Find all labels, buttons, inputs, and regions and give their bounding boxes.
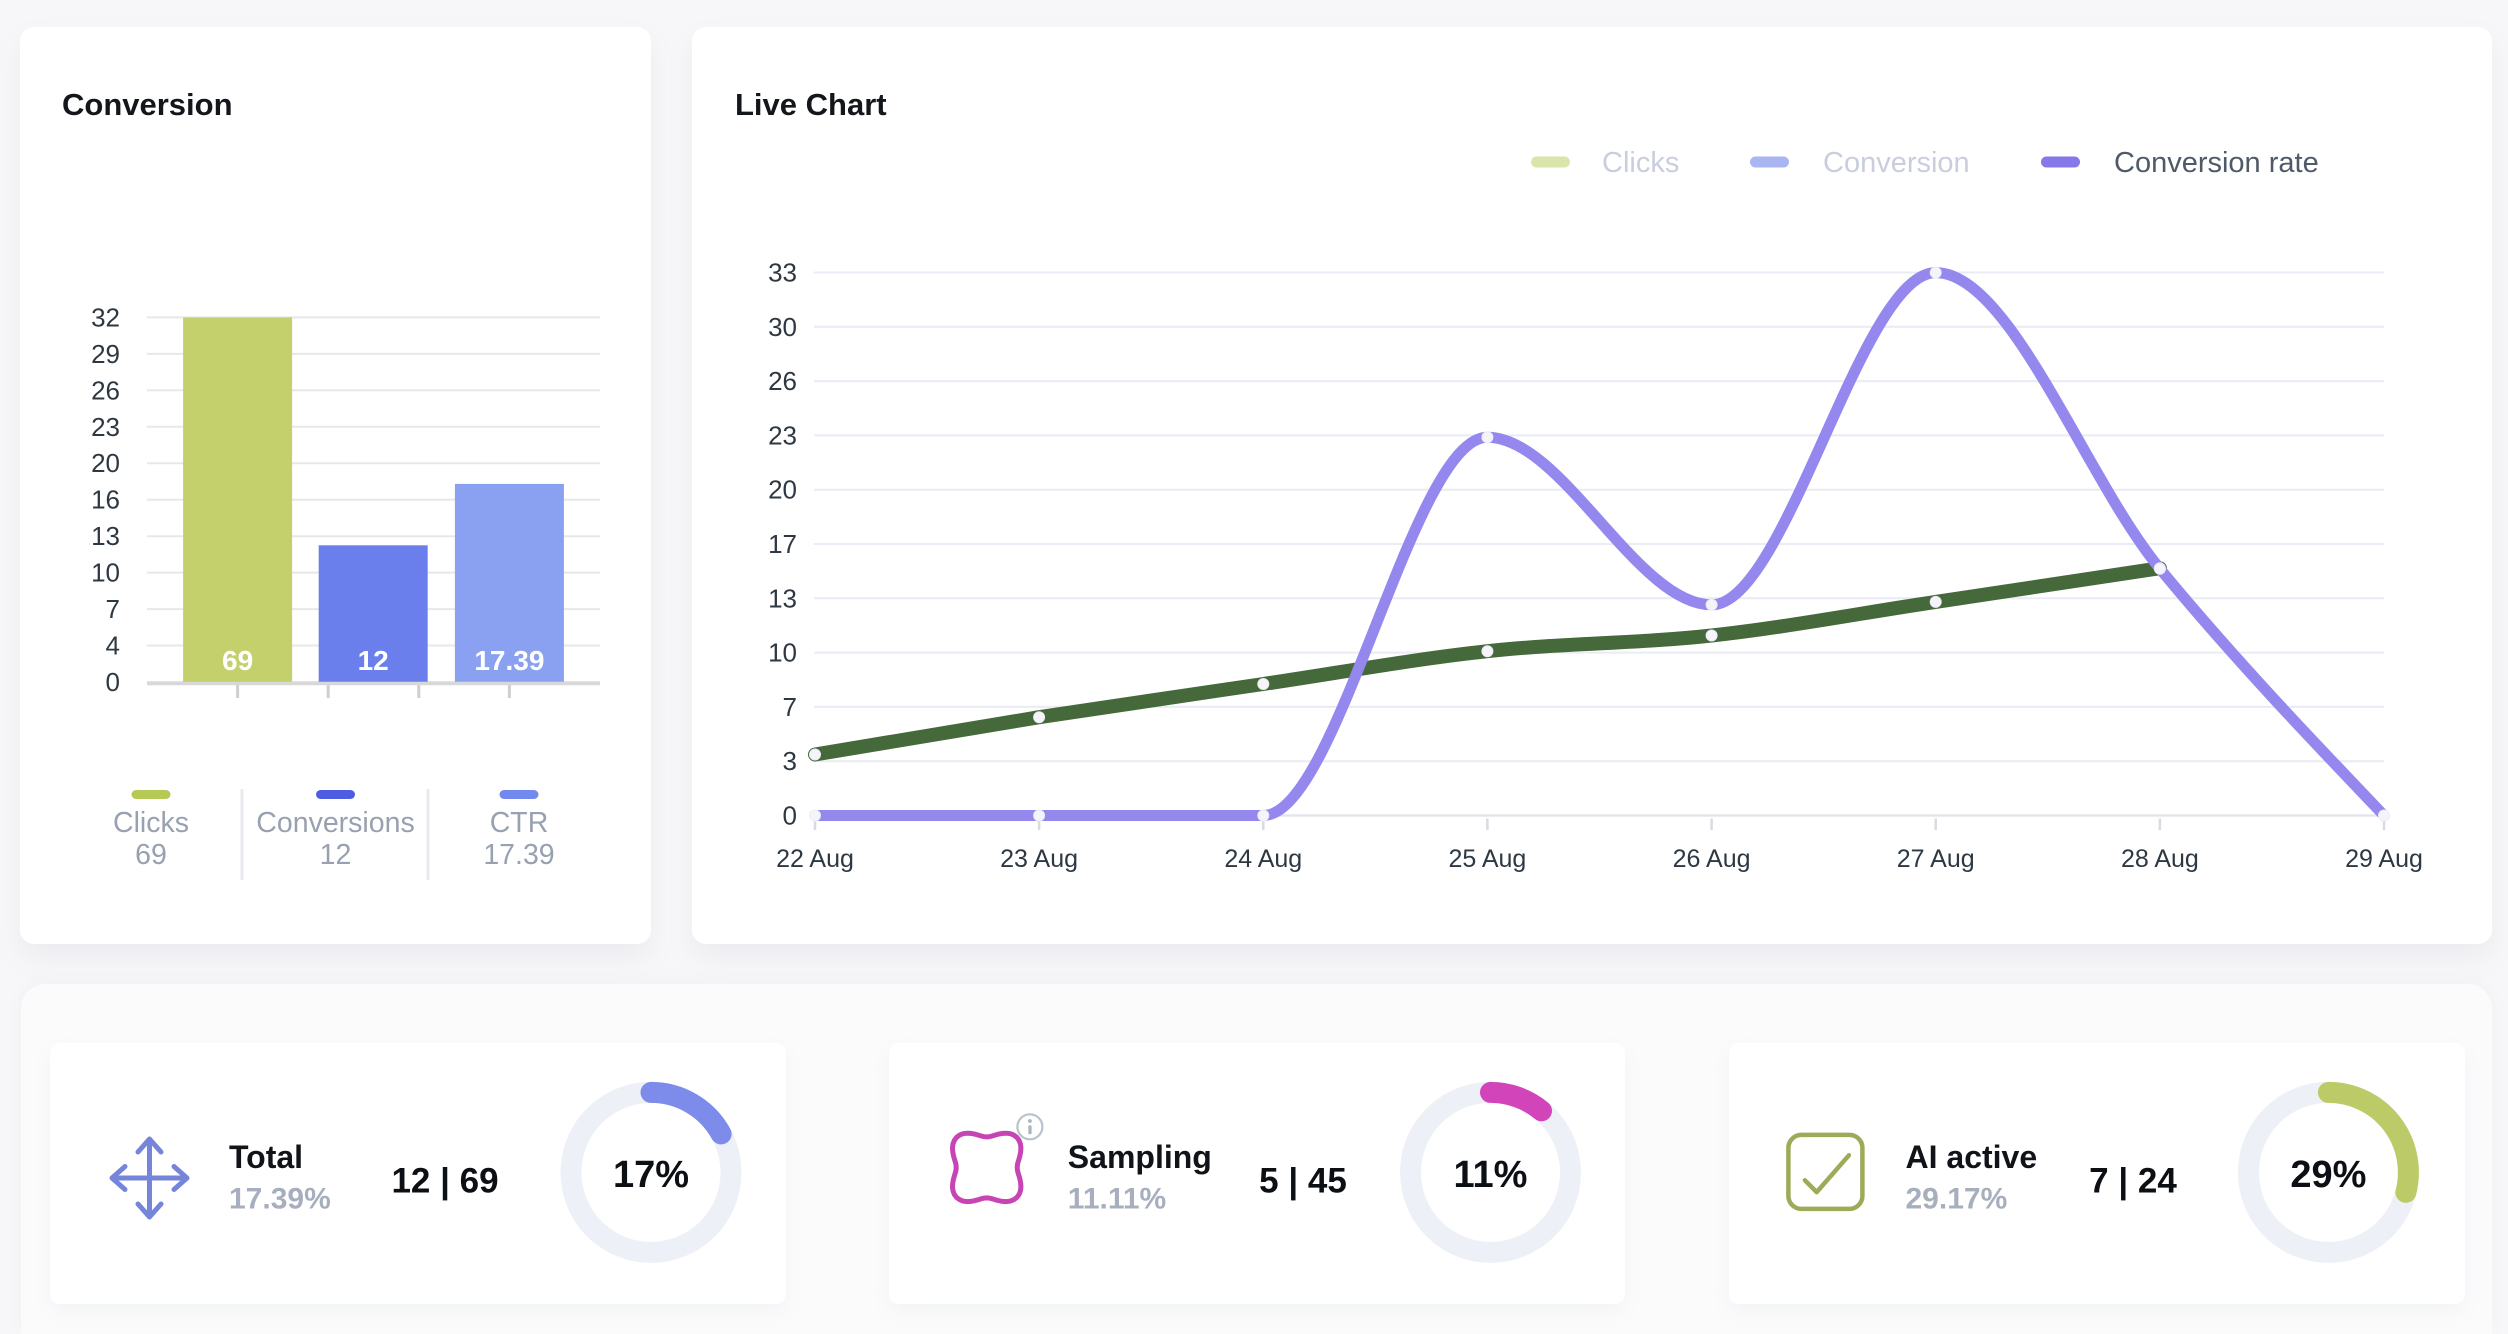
svg-text:29 Aug: 29 Aug <box>2345 845 2423 873</box>
svg-text:3: 3 <box>783 746 797 776</box>
svg-text:13: 13 <box>91 521 120 551</box>
svg-text:11%: 11% <box>1454 1154 1528 1196</box>
svg-text:29: 29 <box>91 339 120 369</box>
svg-text:12: 12 <box>358 645 389 676</box>
svg-text:28 Aug: 28 Aug <box>2121 845 2199 873</box>
svg-text:Conversions: Conversions <box>256 807 414 839</box>
svg-text:25 Aug: 25 Aug <box>1448 845 1526 873</box>
svg-text:20: 20 <box>768 475 797 505</box>
svg-text:Clicks: Clicks <box>113 807 189 839</box>
svg-text:29.17%: 29.17% <box>1906 1182 2008 1215</box>
svg-text:Conversion: Conversion <box>62 87 233 122</box>
svg-text:0: 0 <box>106 667 120 697</box>
svg-text:Total: Total <box>229 1139 303 1175</box>
svg-text:17: 17 <box>768 529 797 559</box>
svg-text:13: 13 <box>768 583 797 613</box>
svg-text:17.39: 17.39 <box>474 645 544 676</box>
svg-text:33: 33 <box>768 258 797 288</box>
svg-text:12: 12 <box>320 839 352 871</box>
svg-text:12 | 69: 12 | 69 <box>391 1162 498 1201</box>
svg-text:32: 32 <box>91 302 120 332</box>
svg-text:AI active: AI active <box>1906 1139 2038 1175</box>
svg-text:22 Aug: 22 Aug <box>776 845 854 873</box>
svg-text:23 Aug: 23 Aug <box>1000 845 1078 873</box>
svg-text:7: 7 <box>783 692 797 722</box>
svg-text:Sampling: Sampling <box>1068 1139 1212 1175</box>
svg-text:17.39%: 17.39% <box>229 1182 331 1215</box>
svg-text:30: 30 <box>768 312 797 342</box>
svg-text:17.39: 17.39 <box>483 839 554 871</box>
svg-text:69: 69 <box>222 645 253 676</box>
svg-text:20: 20 <box>91 448 120 478</box>
svg-text:4: 4 <box>106 631 120 661</box>
svg-text:26: 26 <box>768 366 797 396</box>
svg-text:10: 10 <box>91 558 120 588</box>
svg-text:0: 0 <box>783 801 797 831</box>
svg-text:7 | 24: 7 | 24 <box>2089 1162 2177 1201</box>
svg-text:CTR: CTR <box>490 807 549 839</box>
svg-text:Clicks: Clicks <box>1602 147 1679 179</box>
svg-text:Conversion: Conversion <box>1823 147 1970 179</box>
svg-text:Live Chart: Live Chart <box>735 87 887 122</box>
svg-text:16: 16 <box>91 485 120 515</box>
svg-text:23: 23 <box>768 420 797 450</box>
svg-text:26: 26 <box>91 375 120 405</box>
svg-text:27 Aug: 27 Aug <box>1897 845 1975 873</box>
svg-text:26 Aug: 26 Aug <box>1673 845 1751 873</box>
svg-text:23: 23 <box>91 412 120 442</box>
svg-text:29%: 29% <box>2290 1154 2366 1196</box>
svg-text:69: 69 <box>135 839 167 871</box>
svg-text:10: 10 <box>768 638 797 668</box>
svg-text:Conversion rate: Conversion rate <box>2114 147 2319 179</box>
svg-text:5 | 45: 5 | 45 <box>1259 1162 1347 1201</box>
svg-text:7: 7 <box>106 594 120 624</box>
svg-text:11.11%: 11.11% <box>1068 1182 1166 1215</box>
svg-text:24 Aug: 24 Aug <box>1224 845 1302 873</box>
svg-text:17%: 17% <box>613 1154 689 1196</box>
